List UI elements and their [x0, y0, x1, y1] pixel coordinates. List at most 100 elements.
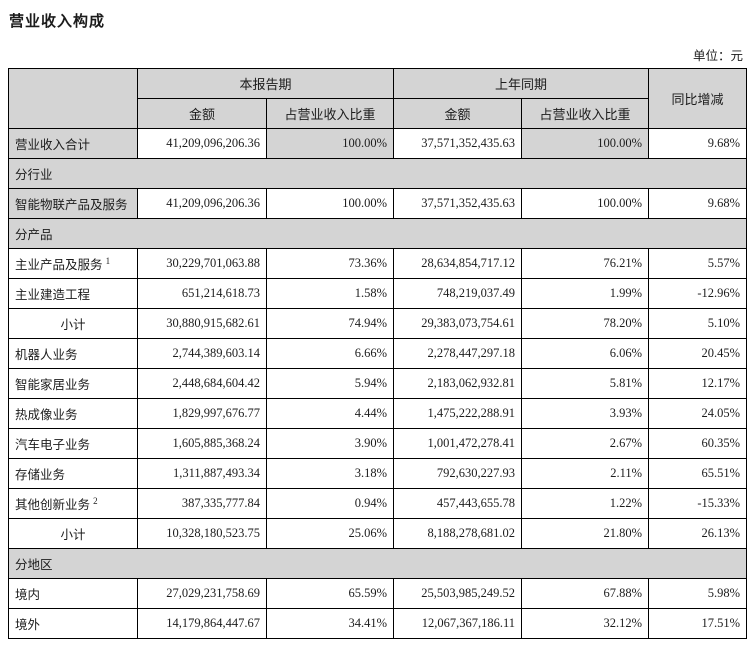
current-amount-cell: 2,744,389,603.14	[137, 338, 267, 369]
row-label: 境内	[8, 578, 138, 609]
prior-share-cell: 5.81%	[521, 368, 650, 399]
row-label-text: 境外	[15, 618, 41, 632]
row-label: 小计	[8, 518, 138, 549]
prior-amount-cell: 2,183,062,932.81	[393, 368, 523, 399]
prior-share-cell: 67.88%	[521, 578, 650, 609]
current-share-cell: 4.44%	[265, 398, 395, 429]
table-row: 热成像业务 1,829,997,676.77 4.44% 1,475,222,288.…	[8, 398, 748, 429]
table-row: 境内 27,029,231,758.69 65.59% 25,503,985,249.…	[8, 578, 748, 609]
current-share-cell: 25.06%	[265, 518, 395, 549]
prior-share-cell: 32.12%	[521, 608, 650, 639]
yoy-cell: 12.17%	[648, 368, 748, 399]
prior-amount-cell: 792,630,227.93	[393, 458, 523, 489]
prior-amount-cell: 25,503,985,249.52	[393, 578, 523, 609]
section-label: 分产品	[7, 218, 748, 249]
row-label-text: 机器人业务	[15, 348, 78, 362]
current-amount-header: 金额	[137, 98, 267, 129]
current-amount-cell: 14,179,864,447.67	[137, 608, 267, 639]
current-amount-cell: 30,880,915,682.61	[137, 308, 267, 339]
yoy-cell: 5.10%	[648, 308, 748, 339]
footnote-marker: 1	[105, 255, 111, 266]
prior-amount-cell: 748,219,037.49	[393, 278, 523, 309]
current-amount-cell: 2,448,684,604.42	[137, 368, 267, 399]
current-share-cell: 74.94%	[265, 308, 395, 339]
current-share-cell: 3.18%	[265, 458, 395, 489]
row-label: 主业建造工程	[8, 278, 138, 309]
prior-amount-cell: 2,278,447,297.18	[393, 338, 523, 369]
header-row-periods: 本报告期 上年同期 同比增减	[8, 68, 748, 129]
table-row: 境外 14,179,864,447.67 34.41% 12,067,367,186.…	[8, 608, 748, 639]
section-row: 分产品	[7, 218, 748, 249]
row-label: 热成像业务	[8, 398, 138, 429]
current-amount-cell: 41,209,096,206.36	[137, 188, 267, 219]
prior-amount-cell: 1,475,222,288.91	[393, 398, 523, 429]
row-label-text: 小计	[60, 318, 86, 332]
current-share-cell: 73.36%	[265, 248, 395, 279]
yoy-cell: 20.45%	[648, 338, 748, 369]
prior-share-cell: 2.11%	[521, 458, 650, 489]
row-label-text: 境内	[15, 588, 41, 602]
prior-amount-cell: 29,383,073,754.61	[393, 308, 523, 339]
row-label-text: 智能物联产品及服务	[15, 198, 128, 212]
current-share-cell: 34.41%	[265, 608, 395, 639]
row-label-text: 其他创新业务	[15, 498, 91, 512]
current-period-header: 本报告期	[136, 68, 395, 99]
row-label: 存储业务	[8, 458, 138, 489]
prior-share-cell: 78.20%	[521, 308, 650, 339]
row-label: 小计	[8, 308, 138, 339]
row-label: 其他创新业务 2	[8, 488, 138, 519]
revenue-composition-table: 本报告期 上年同期 同比增减 金额 占营业收入比重 金额 占营业收入比重 营业收…	[7, 68, 748, 639]
prior-period-header: 上年同期	[393, 68, 650, 99]
current-amount-cell: 10,328,180,523.75	[137, 518, 267, 549]
header-row-metrics: 金额 占营业收入比重 金额 占营业收入比重	[9, 98, 747, 129]
section-row: 分行业	[7, 158, 748, 189]
prior-share-cell: 21.80%	[521, 518, 650, 549]
yoy-cell: 26.13%	[648, 518, 748, 549]
prior-share-header: 占营业收入比重	[521, 98, 650, 129]
prior-share-cell: 76.21%	[521, 248, 650, 279]
current-share-cell: 100.00%	[265, 188, 395, 219]
row-label: 智能家居业务	[8, 368, 138, 399]
yoy-cell: 24.05%	[648, 398, 748, 429]
prior-amount-cell: 37,571,352,435.63	[393, 128, 523, 159]
row-label: 汽车电子业务	[8, 428, 138, 459]
current-amount-cell: 651,214,618.73	[137, 278, 267, 309]
row-label: 智能物联产品及服务	[8, 188, 138, 219]
table-row: 主业建造工程 651,214,618.73 1.58% 748,219,037.49 1…	[8, 278, 748, 309]
table-row: 营业收入合计 41,209,096,206.36 100.00% 37,571,352…	[8, 128, 748, 159]
row-label-text: 存储业务	[15, 468, 66, 482]
current-share-cell: 6.66%	[265, 338, 395, 369]
row-label-text: 热成像业务	[15, 408, 78, 422]
yoy-header: 同比增减	[648, 68, 748, 129]
table-row: 机器人业务 2,744,389,603.14 6.66% 2,278,447,297.…	[8, 338, 748, 369]
table-row: 汽车电子业务 1,605,885,368.24 3.90% 1,001,472,278…	[8, 428, 748, 459]
prior-amount-cell: 37,571,352,435.63	[393, 188, 523, 219]
table-row: 智能物联产品及服务 41,209,096,206.36 100.00% 37,571,…	[8, 188, 748, 219]
corner-cell	[8, 68, 138, 129]
row-label-text: 汽车电子业务	[15, 438, 91, 452]
prior-amount-cell: 1,001,472,278.41	[393, 428, 523, 459]
table-row: 存储业务 1,311,887,493.34 3.18% 792,630,227.93 2…	[8, 458, 748, 489]
prior-share-cell: 2.67%	[521, 428, 650, 459]
table-row: 其他创新业务 2 387,335,777.84 0.94% 457,443,655.7…	[8, 488, 748, 519]
prior-amount-cell: 457,443,655.78	[393, 488, 523, 519]
yoy-cell: 9.68%	[648, 128, 748, 159]
current-amount-cell: 1,829,997,676.77	[137, 398, 267, 429]
row-label-text: 营业收入合计	[15, 138, 91, 152]
current-share-cell: 65.59%	[265, 578, 395, 609]
row-label-text: 小计	[60, 528, 86, 542]
current-amount-cell: 41,209,096,206.36	[137, 128, 267, 159]
prior-amount-cell: 8,188,278,681.02	[393, 518, 523, 549]
current-amount-cell: 27,029,231,758.69	[137, 578, 267, 609]
prior-amount-header: 金额	[393, 98, 523, 129]
yoy-cell: 60.35%	[648, 428, 748, 459]
prior-share-cell: 100.00%	[521, 188, 650, 219]
row-label: 机器人业务	[8, 338, 138, 369]
prior-amount-cell: 28,634,854,717.12	[393, 248, 523, 279]
current-share-cell: 3.90%	[265, 428, 395, 459]
prior-share-cell: 1.22%	[521, 488, 650, 519]
unit-label: 单位：元	[692, 49, 743, 63]
yoy-cell: 9.68%	[648, 188, 748, 219]
table-row: 小计 10,328,180,523.75 25.06% 8,188,278,681.0…	[8, 518, 748, 549]
